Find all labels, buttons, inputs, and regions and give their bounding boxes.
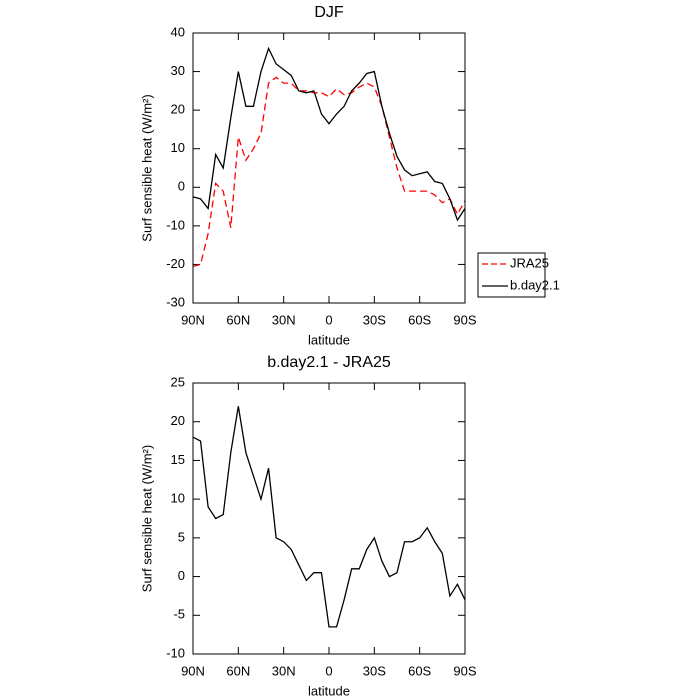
- x-tick-label: 90N: [181, 312, 205, 327]
- y-tick-label: 0: [178, 568, 185, 583]
- chart-title: b.day2.1 - JRA25: [267, 354, 391, 371]
- y-tick-label: 15: [171, 452, 185, 467]
- y-tick-label: -20: [166, 256, 185, 271]
- x-tick-label: 90N: [181, 663, 205, 678]
- x-tick-label: 60N: [226, 312, 250, 327]
- y-tick-label: 30: [171, 63, 185, 78]
- legend: JRA25 b.day2.1: [477, 252, 560, 298]
- y-tick-label: 10: [171, 491, 185, 506]
- y-axis-label: Surf sensible heat (W/m²): [139, 445, 154, 592]
- y-tick-label: 5: [178, 529, 185, 544]
- y-tick-label: 25: [171, 374, 185, 389]
- x-tick-label: 60S: [408, 312, 431, 327]
- y-tick-label: -10: [166, 645, 185, 660]
- y-axis-label: Surf sensible heat (W/m²): [139, 94, 154, 241]
- plot-frame: [192, 382, 466, 655]
- y-tick-label: 10: [171, 140, 185, 155]
- x-tick-label: 60S: [408, 663, 431, 678]
- y-tick-label: 20: [171, 413, 185, 428]
- legend-label: JRA25: [510, 255, 549, 270]
- x-tick-label: 30S: [363, 312, 386, 327]
- data-line: [192, 406, 466, 628]
- legend-label: b.day2.1: [510, 277, 560, 292]
- y-tick-label: 0: [178, 179, 185, 194]
- x-tick-label: 60N: [226, 663, 250, 678]
- x-tick-label: 30S: [363, 663, 386, 678]
- chart-title: DJF: [314, 4, 344, 21]
- x-tick-label: 0: [325, 312, 332, 327]
- x-tick-label: 90S: [453, 663, 476, 678]
- y-tick-label: 40: [171, 24, 185, 39]
- y-tick-label: -5: [173, 607, 185, 622]
- y-tick-label: 20: [171, 102, 185, 117]
- x-tick-label: 30N: [272, 312, 296, 327]
- y-tick-label: -10: [166, 217, 185, 232]
- data-line: [192, 46, 466, 222]
- plot-frame: [192, 32, 466, 304]
- data-line: [192, 76, 466, 267]
- y-tick-label: -30: [166, 294, 185, 309]
- legend-box: [477, 252, 546, 298]
- x-axis-label: latitude: [308, 683, 350, 698]
- x-tick-label: 0: [325, 663, 332, 678]
- x-axis-label: latitude: [308, 332, 350, 347]
- x-tick-label: 30N: [272, 663, 296, 678]
- x-tick-label: 90S: [453, 312, 476, 327]
